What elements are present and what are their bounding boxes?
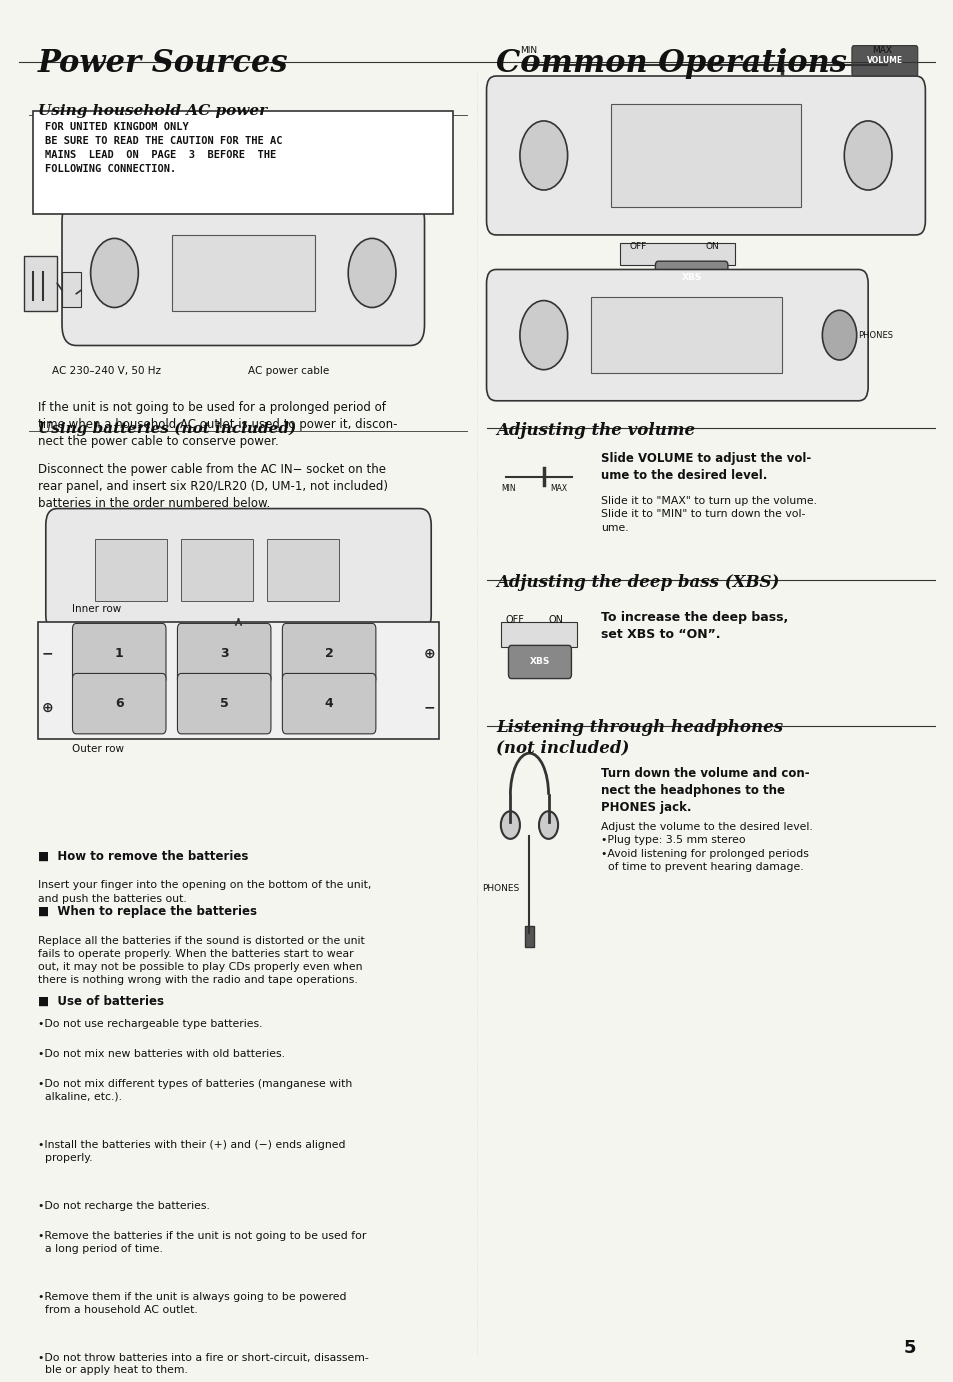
Bar	[524, 926, 534, 947]
FancyBboxPatch shape	[851, 46, 917, 76]
Text: •Remove them if the unit is always going to be powered
  from a household AC out: •Remove them if the unit is always going…	[38, 1292, 346, 1314]
Text: Slide VOLUME to adjust the vol-
ume to the desired level.: Slide VOLUME to adjust the vol- ume to t…	[600, 452, 810, 482]
Bar	[172, 235, 314, 311]
Text: Slide it to "MAX" to turn up the volume.
Slide it to "MIN" to turn down the vol-: Slide it to "MAX" to turn up the volume.…	[600, 496, 816, 532]
Circle shape	[538, 811, 558, 839]
FancyBboxPatch shape	[72, 623, 166, 684]
FancyBboxPatch shape	[508, 645, 571, 679]
Circle shape	[91, 239, 138, 308]
Text: MAX: MAX	[550, 484, 567, 493]
Text: ON: ON	[705, 242, 719, 252]
Text: FOR UNITED KINGDOM ONLY
BE SURE TO READ THE CAUTION FOR THE AC
MAINS  LEAD  ON  : FOR UNITED KINGDOM ONLY BE SURE TO READ …	[45, 122, 282, 174]
Text: ■  How to remove the batteries: ■ How to remove the batteries	[38, 850, 249, 862]
Text: 6: 6	[114, 697, 124, 710]
Text: •Do not mix new batteries with old batteries.: •Do not mix new batteries with old batte…	[38, 1049, 285, 1059]
Circle shape	[519, 301, 567, 369]
FancyBboxPatch shape	[72, 673, 166, 734]
Bar	[181, 539, 253, 601]
Bar	[591, 297, 781, 373]
Text: Listening through headphones
(not included): Listening through headphones (not includ…	[496, 719, 782, 756]
Text: •Remove the batteries if the unit is not going to be used for
  a long period of: •Remove the batteries if the unit is not…	[38, 1231, 366, 1253]
Text: ⊕: ⊕	[42, 701, 53, 714]
FancyBboxPatch shape	[62, 200, 424, 346]
FancyBboxPatch shape	[177, 623, 271, 684]
Text: ■  Use of batteries: ■ Use of batteries	[38, 995, 164, 1007]
Circle shape	[500, 811, 519, 839]
Bar	[267, 539, 338, 601]
Text: AC power cable: AC power cable	[248, 366, 329, 376]
Text: 5: 5	[902, 1339, 915, 1357]
FancyBboxPatch shape	[282, 623, 375, 684]
Bar	[24, 256, 57, 311]
Text: MAX: MAX	[871, 46, 891, 55]
Text: −: −	[42, 647, 53, 661]
Text: OFF: OFF	[629, 242, 646, 252]
Text: PHONES: PHONES	[858, 330, 893, 340]
Bar	[619, 243, 734, 265]
Text: Adjusting the volume: Adjusting the volume	[496, 422, 695, 438]
Text: ⊕: ⊕	[423, 647, 435, 661]
Text: ON: ON	[548, 615, 563, 625]
Text: •Install the batteries with their (+) and (−) ends aligned
  properly.: •Install the batteries with their (+) an…	[38, 1140, 345, 1162]
Text: •Do not recharge the batteries.: •Do not recharge the batteries.	[38, 1201, 210, 1211]
FancyBboxPatch shape	[655, 261, 727, 294]
Text: •Do not throw batteries into a fire or short-circuit, disassem-
  ble or apply h: •Do not throw batteries into a fire or s…	[38, 1353, 369, 1375]
Bar	[610, 104, 801, 207]
Text: •Do not use rechargeable type batteries.: •Do not use rechargeable type batteries.	[38, 1019, 262, 1028]
Text: 3: 3	[219, 647, 229, 661]
Text: OFF: OFF	[505, 615, 524, 625]
Text: PHONES: PHONES	[481, 884, 519, 894]
Bar	[500, 622, 577, 647]
Text: To increase the deep bass,
set XBS to “ON”.: To increase the deep bass, set XBS to “O…	[600, 611, 787, 641]
Text: MIN: MIN	[519, 46, 537, 55]
Text: MIN: MIN	[500, 484, 515, 493]
FancyBboxPatch shape	[177, 673, 271, 734]
Text: Disconnect the power cable from the AC IN− socket on the
rear panel, and insert : Disconnect the power cable from the AC I…	[38, 463, 388, 510]
Text: XBS: XBS	[680, 274, 701, 282]
Text: Insert your finger into the opening on the bottom of the unit,
and push the batt: Insert your finger into the opening on t…	[38, 880, 371, 904]
FancyBboxPatch shape	[46, 509, 431, 632]
Circle shape	[519, 122, 567, 191]
Text: Using household AC power: Using household AC power	[38, 104, 267, 117]
Circle shape	[843, 122, 891, 191]
Bar	[95, 539, 167, 601]
FancyBboxPatch shape	[486, 76, 924, 235]
Text: 5: 5	[219, 697, 229, 710]
Text: Outer row: Outer row	[71, 744, 124, 753]
Text: 1: 1	[114, 647, 124, 661]
Text: Common Operations: Common Operations	[496, 48, 846, 79]
Text: 4: 4	[324, 697, 334, 710]
Text: 2: 2	[324, 647, 334, 661]
Text: Adjusting the deep bass (XBS): Adjusting the deep bass (XBS)	[496, 574, 779, 590]
Text: ■  When to replace the batteries: ■ When to replace the batteries	[38, 905, 257, 918]
Text: If the unit is not going to be used for a prolonged period of
time when a househ: If the unit is not going to be used for …	[38, 401, 397, 448]
Bar	[33, 111, 453, 214]
Text: Inner row: Inner row	[71, 604, 121, 614]
Circle shape	[348, 239, 395, 308]
Bar	[38, 622, 438, 739]
Bar	[62, 272, 81, 307]
Text: Turn down the volume and con-
nect the headphones to the
PHONES jack.: Turn down the volume and con- nect the h…	[600, 767, 809, 814]
Text: −: −	[423, 701, 435, 714]
Text: Using batteries (not included): Using batteries (not included)	[38, 422, 296, 435]
Text: XBS: XBS	[529, 658, 550, 666]
Text: Replace all the batteries if the sound is distorted or the unit
fails to operate: Replace all the batteries if the sound i…	[38, 936, 365, 985]
Text: Power Sources: Power Sources	[38, 48, 289, 79]
Text: Adjust the volume to the desired level.
•Plug type: 3.5 mm stereo
•Avoid listeni: Adjust the volume to the desired level. …	[600, 822, 812, 872]
FancyBboxPatch shape	[486, 269, 867, 401]
Circle shape	[821, 311, 856, 361]
Text: AC 230–240 V, 50 Hz: AC 230–240 V, 50 Hz	[52, 366, 161, 376]
Text: •Do not mix different types of batteries (manganese with
  alkaline, etc.).: •Do not mix different types of batteries…	[38, 1079, 352, 1101]
Text: VOLUME: VOLUME	[866, 57, 902, 65]
FancyBboxPatch shape	[282, 673, 375, 734]
